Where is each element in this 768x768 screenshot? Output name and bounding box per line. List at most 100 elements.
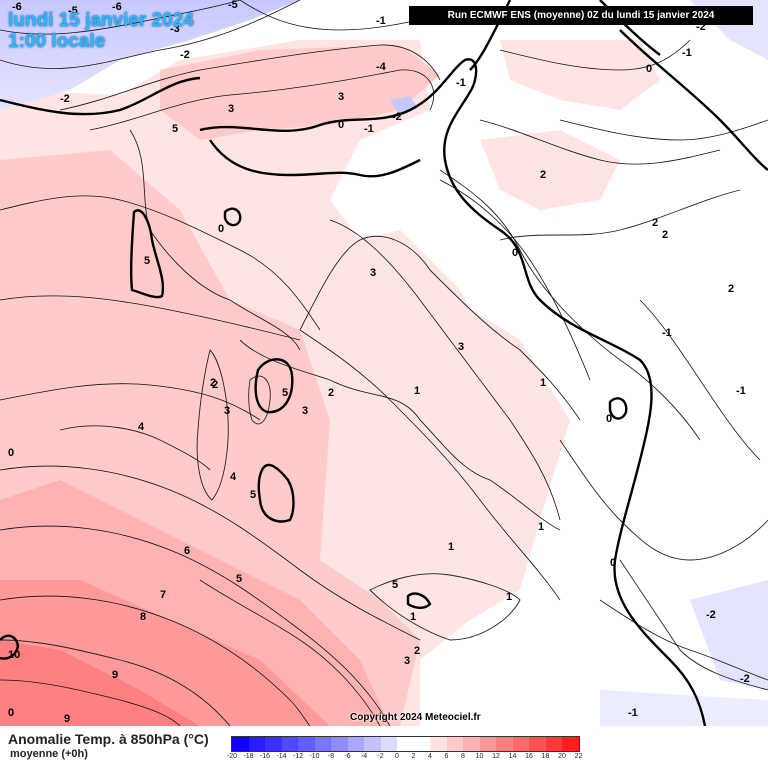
color-scale-label: 18	[541, 753, 550, 760]
contour-label: 4	[138, 421, 145, 433]
contour-label: 10	[8, 649, 20, 661]
color-scale-label: 0	[395, 753, 399, 760]
five-isolines	[0, 209, 432, 660]
contour-label: 5	[250, 489, 256, 501]
contour-label: 2	[328, 387, 334, 399]
contour-label: 0	[606, 413, 612, 425]
color-scale-cell	[463, 737, 480, 751]
cold-alps-spot	[390, 96, 418, 116]
contour-label: 1	[410, 611, 416, 623]
contour-label: 7	[160, 589, 166, 601]
contour-label: -1	[364, 123, 374, 135]
color-scale-label: -2	[377, 753, 384, 760]
contour-label: -1	[682, 47, 692, 59]
contour-label: 2	[652, 217, 658, 229]
contour-label: 5	[282, 387, 288, 399]
color-scale-label: 20	[558, 753, 566, 760]
date-line: lundi 15 janvier 2024	[8, 10, 194, 31]
copyright-text: Copyright 2024 Meteociel.fr	[350, 712, 481, 723]
contour-label: 2	[728, 283, 734, 295]
contour-label: 3	[338, 91, 344, 103]
contour-labels: -6 -5 -5 -3 -2 -1 -4 -2 -2 -1 0 0 5 3 3 …	[8, 0, 750, 725]
contour-label: 3	[458, 341, 464, 353]
legend-subtitle: moyenne (+0h)	[10, 748, 88, 760]
contour-label: -1	[736, 385, 746, 397]
color-scale-label: -16	[259, 753, 271, 760]
contour-label: 0	[338, 119, 344, 131]
color-scale-cell	[446, 737, 463, 751]
run-info-banner: Run ECMWF ENS (moyenne) 0Z du lundi 15 j…	[409, 6, 753, 25]
color-scale-label: -8	[327, 753, 335, 760]
color-scale-label: 6	[444, 753, 449, 760]
color-scale-label: -10	[309, 753, 320, 760]
color-scale-cell	[545, 737, 562, 751]
color-scale-cell	[347, 737, 364, 751]
color-scale-cell	[281, 737, 298, 751]
contour-label: -2	[60, 93, 70, 105]
color-scale-cell	[430, 737, 447, 751]
color-scale-cell	[479, 737, 496, 751]
contour-label: 0	[218, 223, 224, 235]
contour-label: -1	[662, 327, 672, 339]
color-scale-label: 22	[574, 753, 583, 760]
contour-label: 1	[414, 385, 420, 397]
color-scale-label: -18	[243, 753, 254, 760]
color-scale-labels: -20 -18 -16 -14 -12 -10 -8 -6 -4 -2 0 2 4 6 8 10 12 14 16 1…	[227, 752, 582, 764]
time-line: 1:00 locale	[8, 31, 106, 52]
contour-label: 9	[112, 669, 118, 681]
contour-label: -1	[628, 707, 638, 719]
contour-label: 3	[404, 655, 410, 667]
contour-label: 0	[8, 707, 14, 719]
contour-label: -2	[740, 673, 750, 685]
color-scale-bar	[231, 736, 580, 752]
contour-label: 3	[302, 405, 308, 417]
warm-italy-area	[320, 230, 540, 460]
warm-balkan-area	[480, 130, 620, 210]
contour-label: -2	[180, 49, 190, 61]
color-scale: -20 -18 -16 -14 -12 -10 -8 -6 -4 -2 0 2 4 6 8 10 12 14 16 1…	[227, 736, 582, 764]
warm-hot-area	[0, 640, 200, 726]
color-scale-label: 4	[428, 753, 432, 760]
contour-label: -5	[68, 5, 78, 17]
contour-label: -2	[696, 21, 706, 33]
color-scale-label: 12	[492, 753, 500, 760]
contour-label: 5	[172, 123, 178, 135]
contour-label: -3	[170, 23, 180, 35]
contour-label: -2	[392, 111, 402, 123]
contour-label: 1	[538, 521, 544, 533]
contour-label: 2	[414, 645, 420, 657]
contour-label: 5	[236, 573, 242, 585]
contour-label: -1	[456, 77, 466, 89]
contour-label: -6	[112, 1, 122, 13]
color-scale-label: -12	[292, 753, 304, 760]
color-scale-label: 10	[475, 753, 484, 760]
contour-label: 8	[140, 611, 146, 623]
contour-label: 5	[392, 579, 398, 591]
contour-label: -1	[376, 15, 386, 27]
map-date-title: lundi 15 janvier 2024 1:00 locale	[8, 10, 194, 52]
contour-label: -6	[12, 1, 22, 13]
contour-label: 3	[370, 267, 376, 279]
contour-label: 6	[184, 545, 190, 557]
color-scale-cell	[364, 737, 381, 751]
contour-label: 0	[646, 63, 652, 75]
contour-label: 3	[224, 405, 230, 417]
contour-label: 1	[506, 591, 512, 603]
anomaly-map: -6 -5 -5 -3 -2 -1 -4 -2 -2 -1 0 0 5 3 3 …	[0, 0, 768, 726]
color-scale-cell	[512, 737, 529, 751]
contour-label: 4	[230, 471, 237, 483]
cold-east-corner	[600, 690, 768, 726]
contour-label: -4	[376, 61, 387, 73]
contour-label: -5	[228, 0, 238, 11]
color-scale-cell	[496, 737, 513, 751]
warm-northeast-area	[500, 40, 660, 110]
contour-label: 1	[540, 377, 546, 389]
color-scale-label: 16	[525, 753, 533, 760]
color-scale-label: 2	[411, 753, 416, 760]
cold-southeast-area	[690, 580, 768, 690]
color-scale-cell	[314, 737, 331, 751]
color-scale-cell	[529, 737, 546, 751]
color-scale-label: -6	[344, 753, 351, 760]
color-scale-cell	[265, 737, 282, 751]
